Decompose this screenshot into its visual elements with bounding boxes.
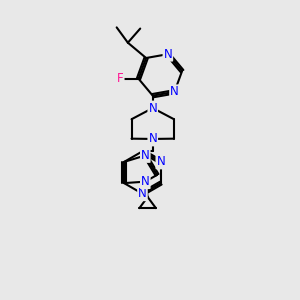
Text: N: N [164, 48, 172, 61]
Text: N: N [148, 101, 157, 115]
Text: N: N [156, 155, 165, 168]
Text: N: N [138, 187, 147, 200]
Text: F: F [117, 72, 124, 85]
Text: N: N [170, 85, 179, 98]
Text: N: N [141, 175, 150, 188]
Text: N: N [148, 133, 157, 146]
Text: N: N [141, 149, 150, 162]
